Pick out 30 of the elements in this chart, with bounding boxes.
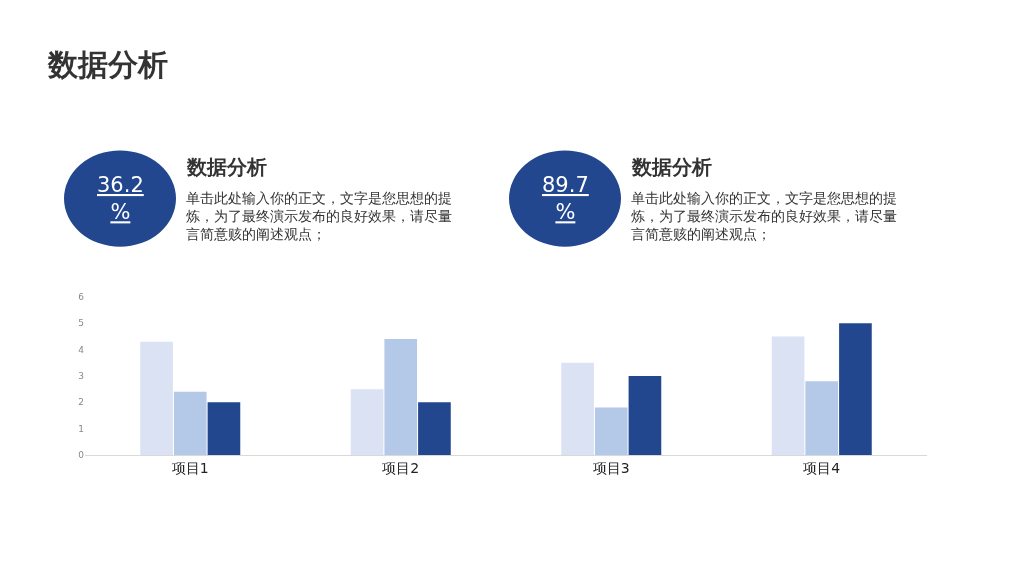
bar [771, 336, 805, 456]
y-tick-label: 4 [78, 344, 85, 355]
bar [140, 341, 173, 456]
bar [805, 381, 839, 456]
text: 89.7 % [542, 173, 589, 225]
x-tick-label: 项目1 [171, 459, 209, 476]
text: 单击此处输入你的正文，文字是您思想的提炼，为了最终演示发布的良好效果，请尽量言简意赅的阐述观点； [186, 190, 452, 243]
bar [384, 339, 418, 456]
bar [561, 362, 594, 456]
bar [628, 375, 662, 456]
text: 36.2 % [97, 173, 144, 225]
chart-title: 数据分析 [186, 155, 267, 179]
text: 单击此处输入你的正文，文字是您思想的提炼，为了最终演示发布的良好效果，请尽量言简意赅的阐述观点； [631, 190, 897, 243]
bar [418, 402, 451, 456]
text: 数据分析 [631, 155, 712, 179]
x-tick-label: 项目3 [592, 459, 630, 476]
bar [173, 391, 207, 456]
y-tick-label: 2 [78, 397, 84, 408]
y-tick-label: 3 [78, 371, 84, 382]
bar [350, 389, 384, 456]
x-tick-label: 项目4 [803, 459, 841, 476]
bar [207, 402, 241, 456]
y-tick-label: 5 [78, 318, 84, 329]
text: 数据分析 [47, 47, 168, 82]
y-tick-label: 6 [78, 291, 85, 302]
x-tick-label: 项目2 [382, 459, 420, 476]
bar [839, 323, 872, 456]
bar [594, 407, 628, 456]
y-tick-label: 0 [78, 450, 85, 461]
y-tick-label: 1 [78, 423, 84, 434]
